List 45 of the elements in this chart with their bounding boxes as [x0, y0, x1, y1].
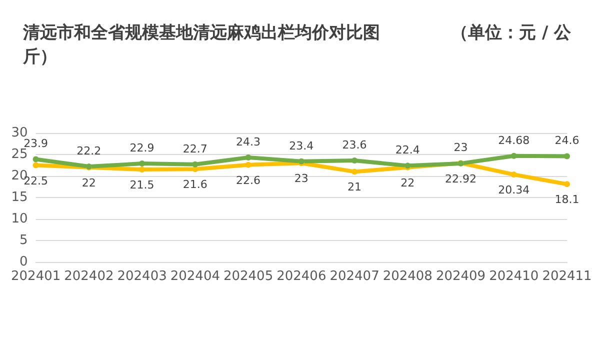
x-tick-label: 202405: [223, 269, 274, 284]
x-tick-label: 202404: [170, 269, 220, 284]
x-tick-label: 202410: [489, 269, 539, 284]
data-label: 23.6: [342, 138, 367, 152]
point: [510, 152, 517, 159]
data-label: 22.2: [76, 144, 102, 158]
point: [32, 156, 39, 162]
x-tick-label: 202403: [117, 269, 167, 284]
data-label: 22.92: [445, 172, 477, 186]
y-tick-label: 5: [20, 233, 28, 248]
data-label: 24.68: [498, 134, 530, 147]
data-label: 22: [400, 176, 415, 190]
data-label: 23: [454, 141, 468, 154]
y-tick-label: 15: [11, 190, 28, 205]
x-tick-label: 202402: [64, 269, 114, 284]
point: [32, 162, 39, 168]
x-tick-label: 202407: [330, 269, 380, 284]
data-label: 21: [348, 180, 362, 194]
point: [564, 181, 570, 188]
y-tick-label: 10: [11, 212, 28, 226]
x-tick-label: 202408: [382, 269, 432, 284]
data-label: 22.9: [130, 142, 154, 155]
data-label: 22.4: [395, 144, 420, 157]
data-label: 22: [82, 176, 96, 190]
data-label: 20.34: [498, 184, 530, 197]
point: [192, 161, 198, 168]
x-tick-label: 202411: [542, 269, 592, 284]
point: [245, 162, 252, 168]
data-label: 24.3: [236, 136, 261, 149]
data-label: 21.6: [182, 178, 208, 192]
x-tick-label: 202406: [276, 269, 326, 284]
x-tick-label: 202401: [10, 269, 61, 284]
data-label: 23.4: [289, 139, 314, 152]
y-tick-label: 0: [20, 254, 28, 270]
data-label: 24.6: [554, 134, 580, 148]
point: [510, 172, 517, 178]
data-label: 22.6: [236, 174, 261, 187]
point: [564, 153, 570, 160]
data-label: 22.7: [182, 142, 208, 156]
x-tick-label: 202409: [436, 269, 486, 284]
data-label: 18.1: [554, 193, 580, 206]
data-label: 21.5: [130, 178, 154, 192]
data-label: 23: [294, 172, 308, 186]
chart-title: 清远市和全省规模基地清远麻鸡出栏均价对比图 （单位：元 / 公斤）: [22, 23, 572, 67]
point: [245, 154, 252, 161]
